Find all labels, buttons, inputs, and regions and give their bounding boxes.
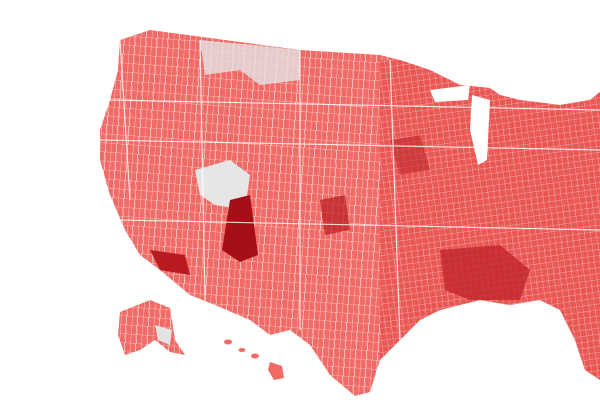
low-value-region [195,160,250,210]
low-value-region [200,40,300,85]
hawaii [224,339,284,380]
island [224,339,232,345]
contiguous-us [100,30,600,396]
state-borders [100,39,600,341]
high-value-region [222,195,258,262]
island [251,353,259,359]
eastern-counties [380,60,600,396]
lake [430,85,470,102]
alaska [118,300,185,355]
high-value-region [440,245,530,300]
low-value-region [155,325,172,345]
high-value-region [320,195,350,235]
high-value-region [390,135,430,175]
island [238,348,246,352]
alaska-shape [118,300,185,355]
high-value-region [150,250,190,275]
island [268,362,284,380]
